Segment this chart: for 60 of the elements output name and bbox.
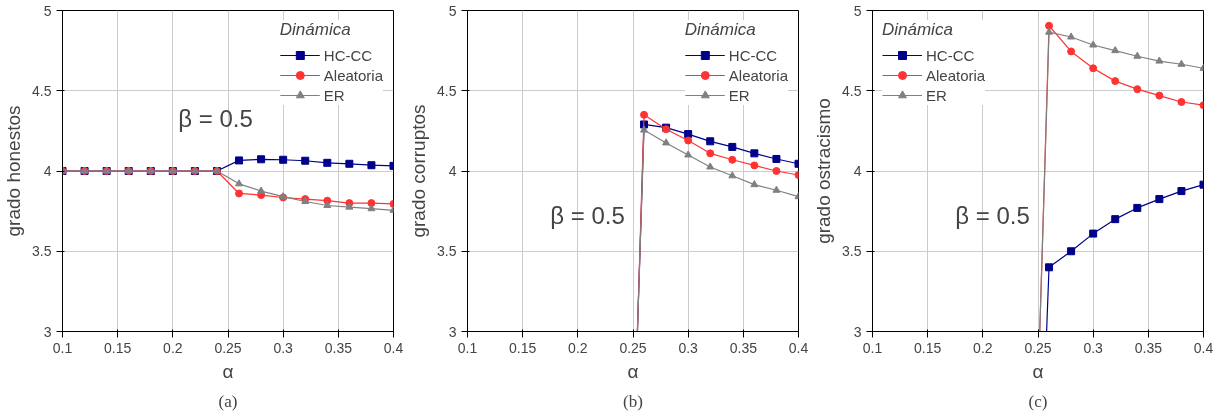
y-tick-label: 5 [853, 2, 862, 19]
x-tick-label: 0.4 [383, 339, 404, 356]
x-tick-label: 0.35 [324, 339, 353, 356]
x-tick-label: 0.35 [729, 339, 758, 356]
legend-label: HC-CC [323, 46, 373, 64]
x-tick-label: 0.1 [862, 339, 883, 356]
x-tick-label: 0.4 [1193, 339, 1214, 356]
x-tick-label: 0.15 [509, 339, 537, 356]
x-tick-label: 0.25 [619, 339, 647, 356]
x-tick-label: 0.4 [788, 339, 809, 356]
x-tick-label: 0.25 [1024, 339, 1052, 356]
y-tick-label: 3.5 [842, 243, 862, 260]
y-tick-label: 4.5 [842, 82, 862, 99]
x-axis-title: α [627, 360, 639, 382]
x-tick-label: 0.1 [457, 339, 478, 356]
x-tick-label: 0.2 [973, 339, 993, 356]
y-axis-title: grado corruptos [408, 104, 430, 238]
y-tick-label: 4 [448, 163, 457, 179]
legend-label: Aleatoria [323, 66, 383, 84]
y-tick-label: 4.5 [32, 82, 52, 99]
y-tick-label: 3 [853, 323, 862, 340]
y-tick-label: 5 [448, 2, 457, 19]
y-axis-title: grado ostracismo [813, 98, 835, 244]
text: (b) [623, 391, 643, 411]
x-tick-label: 0.3 [1083, 339, 1104, 356]
legend-label: ER [728, 86, 750, 104]
y-tick-label: 3 [43, 323, 52, 340]
annotation: β = 0.5 [178, 105, 253, 133]
y-tick-label: 5 [43, 2, 52, 19]
y-tick-label: 4 [853, 163, 862, 179]
annotation: β = 0.5 [955, 201, 1030, 229]
y-tick-label: 4 [43, 163, 52, 179]
y-tick-label: 4.5 [437, 82, 457, 99]
text: (c) [1028, 391, 1048, 411]
x-tick-label: 0.3 [678, 339, 699, 356]
x-tick-label: 0.2 [163, 339, 183, 356]
x-tick-label: 0.3 [273, 339, 294, 356]
legend-label: Aleatoria [728, 66, 788, 84]
x-tick-label: 0.15 [104, 339, 132, 356]
y-tick-label: 3.5 [437, 243, 457, 260]
x-tick-label: 0.15 [914, 339, 942, 356]
legend-title: Dinámica [684, 20, 757, 40]
legend-label: HC-CC [926, 46, 975, 64]
legend-label: ER [926, 86, 947, 104]
legend-title: Dinámica [882, 20, 954, 40]
y-axis-title: grado honestos [3, 105, 25, 237]
x-tick-label: 0.1 [52, 339, 73, 356]
legend-label: HC-CC [728, 46, 778, 64]
legend-label: ER [323, 86, 345, 104]
x-axis-title: α [222, 360, 234, 382]
legend-title: Dinámica [279, 20, 352, 40]
y-tick-label: 3.5 [32, 243, 52, 260]
annotation: β = 0.5 [550, 201, 625, 229]
y-tick-label: 3 [448, 323, 457, 340]
x-tick-label: 0.25 [214, 339, 242, 356]
x-tick-label: 0.2 [568, 339, 588, 356]
x-tick-label: 0.35 [1134, 339, 1163, 356]
text: (a) [218, 391, 238, 411]
x-axis-title: α [1032, 360, 1044, 382]
legend-label: Aleatoria [926, 66, 986, 84]
